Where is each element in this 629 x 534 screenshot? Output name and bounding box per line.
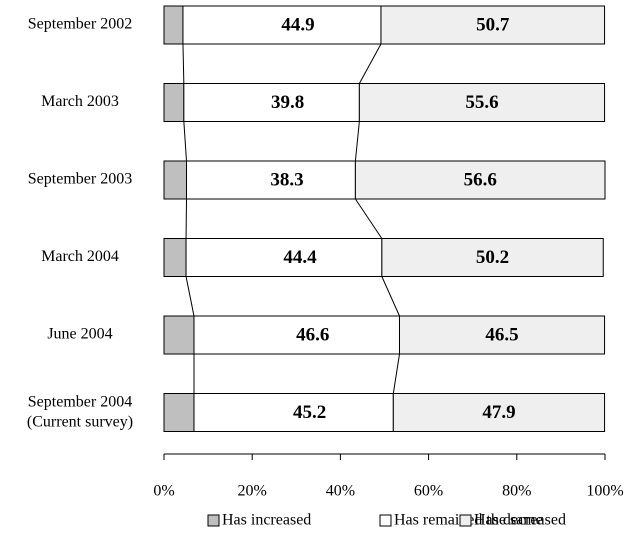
value-label: 55.6	[465, 92, 498, 113]
bar-segment	[185, 160, 356, 200]
x-tick-label: 80%	[502, 483, 531, 500]
value-label: 47.9	[482, 402, 515, 423]
bar-segment	[163, 83, 185, 122]
x-tick-label: 0%	[153, 483, 174, 500]
connector-line	[392, 353, 400, 394]
value-label: 50.2	[476, 247, 509, 268]
x-tick-label: 60%	[414, 483, 443, 500]
connector-line	[183, 121, 187, 162]
bar-segment	[193, 315, 400, 355]
bar-segment	[398, 315, 606, 355]
y-tick-label: September 2002	[28, 16, 132, 33]
value-label: 38.3	[270, 169, 303, 190]
bar-segment	[163, 160, 187, 200]
bar-segment	[163, 238, 187, 277]
value-label: 44.9	[281, 14, 314, 35]
bar-segment	[163, 393, 195, 432]
y-tick-label: September 2003	[28, 171, 132, 188]
x-tick-label: 40%	[326, 483, 355, 500]
value-label: 56.6	[464, 169, 497, 190]
bar-segment	[358, 83, 606, 122]
connector-line	[182, 43, 185, 84]
value-label: 50.7	[476, 14, 510, 35]
legend-label: Has decreased	[474, 512, 566, 529]
legend-label: Has increased	[222, 512, 311, 529]
legend-swatch	[207, 514, 220, 527]
legend-swatch	[459, 514, 472, 527]
bar-segment	[163, 315, 195, 355]
y-tick-label: March 2003	[41, 93, 119, 110]
bar-segment	[392, 393, 606, 432]
value-label: 44.4	[283, 247, 317, 268]
value-label: 46.6	[296, 324, 329, 345]
x-tick-label: 20%	[238, 483, 267, 500]
y-tick-label: March 2004	[41, 248, 119, 265]
x-tick-label: 100%	[586, 483, 623, 500]
connector-line	[358, 43, 382, 84]
legend-swatch	[379, 514, 392, 527]
bar-segment	[193, 393, 394, 432]
bar-segment	[163, 5, 184, 45]
bar-segment	[354, 160, 606, 200]
y-tick-label: June 2004	[47, 326, 112, 343]
y-tick-label: September 2004 (Current survey)	[27, 393, 133, 430]
bar-segment	[183, 83, 360, 122]
value-label: 45.2	[293, 402, 326, 423]
connector-line	[354, 121, 360, 162]
value-label: 46.5	[485, 324, 518, 345]
connector-line	[381, 276, 400, 317]
connector-line	[185, 276, 195, 317]
bar-segment	[381, 238, 604, 277]
bar-segment	[380, 5, 606, 45]
bar-segment	[185, 238, 383, 277]
value-label: 39.8	[271, 92, 304, 113]
connector-line	[354, 198, 383, 239]
